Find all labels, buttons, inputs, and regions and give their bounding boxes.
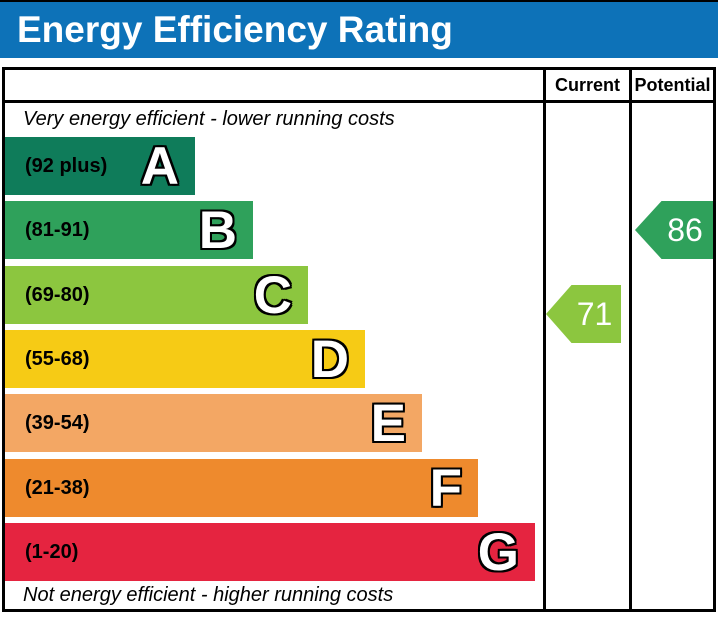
band-range-label: (39-54) xyxy=(25,411,90,434)
chart-title: Energy Efficiency Rating xyxy=(17,9,453,50)
chart-title-bar: Energy Efficiency Rating xyxy=(0,0,718,58)
band-letter: E xyxy=(370,393,406,453)
band-range-label: (81-91) xyxy=(25,218,90,241)
band-letter: B xyxy=(198,200,237,260)
header-row-divider xyxy=(5,100,713,103)
band-g: (1-20) G xyxy=(5,523,535,581)
top-note: Very energy efficient - lower running co… xyxy=(23,108,395,130)
column-divider-potential xyxy=(629,70,632,609)
current-rating-arrow: 71 xyxy=(546,285,621,343)
band-letter: G xyxy=(477,522,519,582)
band-a: (92 plus) A xyxy=(5,137,195,195)
rating-table: Current Potential Very energy efficient … xyxy=(2,67,716,612)
band-b: (81-91) B xyxy=(5,201,253,259)
band-letter: F xyxy=(429,458,462,518)
band-range-label: (69-80) xyxy=(25,283,90,306)
band-range-label: (92 plus) xyxy=(25,154,108,177)
band-range-label: (55-68) xyxy=(25,347,90,370)
current-rating-value: 71 xyxy=(576,295,613,332)
potential-column-header: Potential xyxy=(634,75,711,95)
band-letter: C xyxy=(253,265,292,325)
band-f: (21-38) F xyxy=(5,459,478,517)
band-range-label: (1-20) xyxy=(25,540,79,563)
band-letter: A xyxy=(140,136,179,196)
band-e: (39-54) E xyxy=(5,394,422,452)
band-range-label: (21-38) xyxy=(25,476,90,499)
potential-rating-value: 86 xyxy=(667,211,703,248)
current-column-header: Current xyxy=(554,75,620,95)
band-d: (55-68) D xyxy=(5,330,365,388)
band-c: (69-80) C xyxy=(5,266,308,324)
band-letter: D xyxy=(310,329,349,389)
column-divider-current xyxy=(543,70,546,609)
bottom-note: Not energy efficient - higher running co… xyxy=(23,584,394,606)
potential-rating-arrow: 86 xyxy=(635,201,713,259)
